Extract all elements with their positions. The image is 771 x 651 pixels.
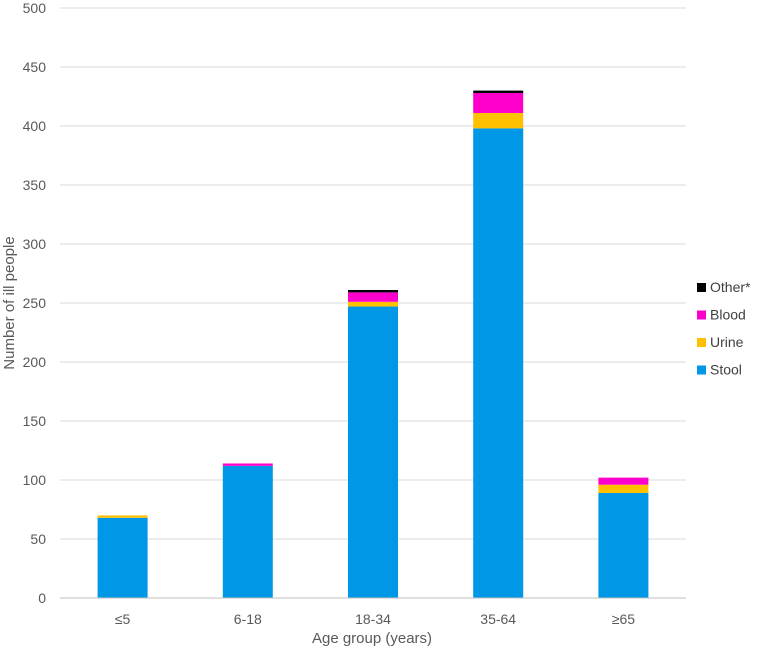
y-tick-label: 250 xyxy=(23,295,47,311)
bar-segment-urine xyxy=(97,515,148,518)
bar-segment-stool xyxy=(222,465,273,598)
bar-segment-urine xyxy=(348,301,398,307)
legend-swatch xyxy=(697,365,706,375)
y-tick-label: 400 xyxy=(23,118,47,134)
bar-segment-urine xyxy=(598,484,649,493)
y-tick-label: 200 xyxy=(23,354,47,370)
x-axis-title: Age group (years) xyxy=(312,630,432,647)
y-tick-label: 0 xyxy=(38,590,46,606)
bar-segment-blood xyxy=(473,92,524,114)
y-tick-label: 300 xyxy=(23,236,47,252)
legend: Other* Blood Urine Stool xyxy=(697,279,751,378)
y-tick-label: 450 xyxy=(23,59,47,75)
legend-label: Other* xyxy=(710,279,751,295)
y-tick-label: 100 xyxy=(23,472,47,488)
legend-swatch xyxy=(697,338,706,347)
bars xyxy=(97,90,649,599)
bar-segment-stool xyxy=(473,128,524,599)
bar-segment-stool xyxy=(348,306,398,598)
bar-segment-other xyxy=(348,290,398,293)
bar-segment-stool xyxy=(97,517,148,598)
legend-label: Blood xyxy=(710,307,746,323)
legend-swatch xyxy=(697,283,706,292)
legend-swatch xyxy=(697,310,706,320)
bar-segment-urine xyxy=(473,113,524,129)
x-tick-label: ≥65 xyxy=(612,611,635,627)
x-tick-label: 35-64 xyxy=(480,611,516,627)
legend-label: Urine xyxy=(710,334,744,350)
y-tick-label: 500 xyxy=(23,0,47,16)
x-axis-ticks: ≤5 6-18 18-34 35-64 ≥65 xyxy=(115,611,635,627)
legend-label: Stool xyxy=(710,362,742,378)
y-tick-label: 50 xyxy=(30,531,46,547)
bar-segment-stool xyxy=(598,492,649,598)
bar-segment-blood xyxy=(348,292,398,302)
x-tick-label: ≤5 xyxy=(115,611,131,627)
x-tick-label: 18-34 xyxy=(355,611,391,627)
y-tick-label: 150 xyxy=(23,413,47,429)
bar-segment-blood xyxy=(598,477,649,485)
bar-segment-blood xyxy=(222,463,273,466)
bar-segment-other xyxy=(473,90,524,93)
y-axis-ticks: 0 50 100 150 200 250 300 350 400 450 500 xyxy=(23,0,47,606)
y-axis-title: Number of ill people xyxy=(1,236,18,369)
x-tick-label: 6-18 xyxy=(234,611,262,627)
y-tick-label: 350 xyxy=(23,177,47,193)
